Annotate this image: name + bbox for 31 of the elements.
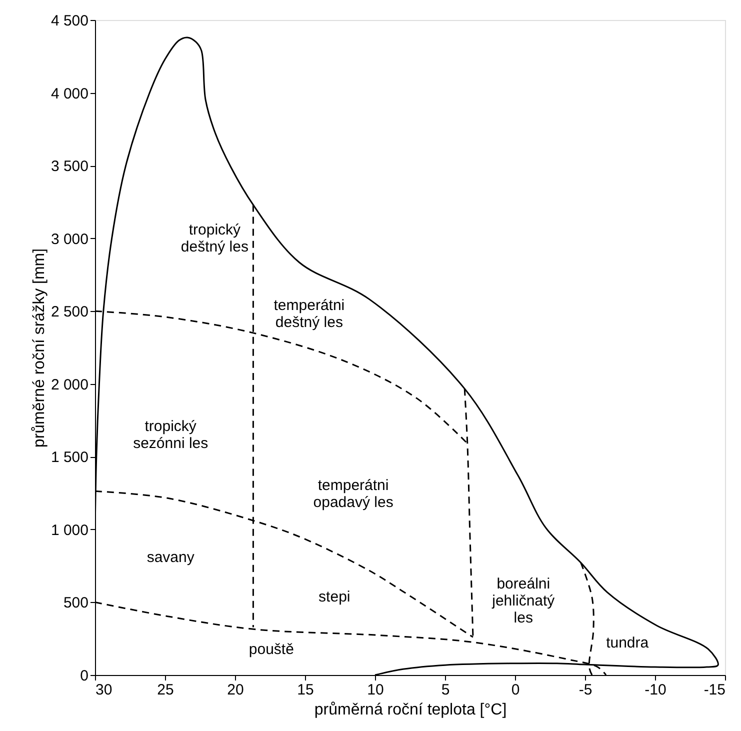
y-tick-label: 4 000 xyxy=(50,85,88,102)
y-tick-label: 4 500 xyxy=(50,12,88,30)
y-tick-label: 1 000 xyxy=(50,522,88,539)
x-tick-label: 5 xyxy=(441,682,450,698)
y-tick-label: 1 500 xyxy=(50,449,88,466)
x-tick-label: 0 xyxy=(511,682,520,698)
y-tick-label: 2 500 xyxy=(50,304,88,321)
annotation: tropický sezónni les xyxy=(133,418,208,452)
annotation: boreálni jehličnatý les xyxy=(491,575,556,626)
annotation: savany xyxy=(146,549,195,566)
y-tick-label: 3 000 xyxy=(50,230,88,248)
x-tick-label: -10 xyxy=(644,682,666,698)
y-tick-label: 2 000 xyxy=(50,376,88,394)
annotation: temperátni opadavý les xyxy=(313,477,394,512)
x-axis-title: průměrná roční teplota [°C] xyxy=(314,702,507,718)
x-tick-label: 30 xyxy=(96,682,112,698)
y-tick-label: 3 500 xyxy=(50,158,88,176)
annotation: temperátni deštný les xyxy=(274,296,345,331)
x-tick-label: 20 xyxy=(227,682,244,698)
annotation: pouště xyxy=(248,640,294,658)
annotation: tundra xyxy=(606,634,650,652)
x-tick-label: -5 xyxy=(578,682,592,698)
x-tick-label: 25 xyxy=(157,682,174,698)
x-tick-label: 10 xyxy=(367,682,384,698)
x-tick-label: -15 xyxy=(704,682,726,698)
y-tick-label: 500 xyxy=(63,594,88,612)
annotation: tropický deštný les xyxy=(180,222,248,256)
y-tick-label: 0 xyxy=(80,668,88,684)
annotation: stepi xyxy=(318,588,350,606)
y-axis-title: průměrné roční srážky [mm] xyxy=(30,248,48,448)
x-tick-label: 15 xyxy=(297,682,314,698)
